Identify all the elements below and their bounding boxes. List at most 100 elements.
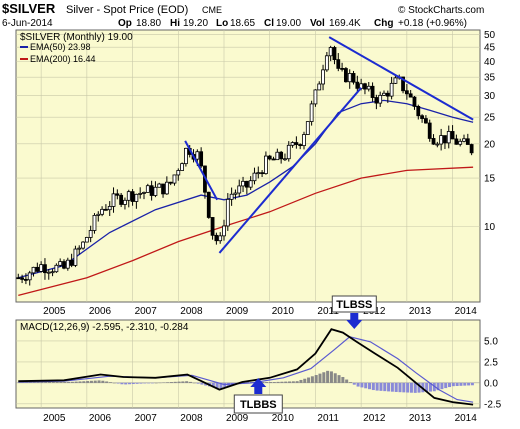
open-label: Op xyxy=(118,18,132,29)
macd-tick-label: -2.5 xyxy=(484,399,502,410)
candle-body xyxy=(20,277,24,280)
macd-histogram-bar xyxy=(200,382,204,385)
macd-histogram-bar xyxy=(74,381,78,383)
macd-histogram-bar xyxy=(154,382,158,384)
macd-histogram-bar xyxy=(329,371,333,383)
arrow-up-icon xyxy=(250,378,267,394)
macd-histogram-bar xyxy=(86,381,90,383)
annotation-label: TLBBS xyxy=(240,399,277,411)
candle-body xyxy=(96,213,101,216)
candle-body xyxy=(24,278,28,281)
macd-histogram-bar xyxy=(417,382,421,393)
macd-histogram-bar xyxy=(352,382,356,385)
price-tick-label: 50 xyxy=(484,30,496,41)
candle-body xyxy=(54,264,59,273)
candle-body xyxy=(401,76,405,92)
macd-histogram-bar xyxy=(169,382,173,383)
macd-histogram-bar xyxy=(211,382,215,388)
price-tick-label: 25 xyxy=(484,113,496,124)
candle-body xyxy=(321,69,325,85)
candle-body xyxy=(458,140,463,145)
macd-histogram-bar xyxy=(428,382,432,392)
x-tick-label-top: 2005 xyxy=(43,306,66,317)
macd-histogram-bar xyxy=(432,382,436,392)
macd-line-path xyxy=(18,328,474,406)
macd-histogram-bar xyxy=(307,377,311,383)
x-tick-label-top: 2011 xyxy=(317,306,339,317)
candle-body xyxy=(283,158,287,161)
macd-histogram-bar xyxy=(276,381,280,383)
candle-body xyxy=(50,271,55,274)
macd-histogram-bar xyxy=(188,381,192,383)
candle-body xyxy=(142,192,146,194)
exchange: CME xyxy=(202,5,222,15)
macd-histogram-bar xyxy=(215,382,219,389)
macd-histogram-bar xyxy=(295,381,299,383)
candle-body xyxy=(264,155,268,175)
candle-body xyxy=(412,96,417,107)
candle-body xyxy=(416,105,421,117)
macd-histogram-bar xyxy=(360,382,364,388)
macd-histogram-bar xyxy=(158,382,162,384)
candle-body xyxy=(248,180,253,188)
ema200-line xyxy=(18,166,474,297)
macd-histogram-bar xyxy=(394,382,398,392)
volume-value: 169.4K xyxy=(329,18,361,29)
candle-body xyxy=(16,277,21,280)
candle-body xyxy=(347,73,352,83)
candle-body xyxy=(393,77,398,84)
macd-histogram-bar xyxy=(444,382,448,389)
macd-histogram-bar xyxy=(97,380,101,383)
candle-body xyxy=(164,181,169,195)
macd-y-axis: 5.0 2.5 0.0 -2.5 xyxy=(484,336,502,410)
macd-histogram-bar xyxy=(177,381,181,383)
candle-body xyxy=(336,59,341,69)
symbol-title: $SILVER xyxy=(2,1,56,16)
x-tick-label-top: 2009 xyxy=(226,306,249,317)
candle-body xyxy=(446,131,451,144)
macd-histogram-bar xyxy=(32,382,36,383)
macd-histogram-bar xyxy=(108,382,112,383)
macd-histogram-bar xyxy=(112,382,116,384)
candle-body xyxy=(199,151,204,167)
candle-body xyxy=(88,230,93,238)
candle-body xyxy=(363,83,367,90)
x-tick-label-bottom: 2006 xyxy=(89,413,112,424)
candle-body xyxy=(77,247,82,250)
symbol-name: Silver - Spot Price (EOD) xyxy=(66,4,188,16)
candle-body xyxy=(145,185,150,193)
candle-body xyxy=(462,138,466,142)
candle-body xyxy=(100,208,104,215)
macd-histogram-bar xyxy=(105,381,109,383)
candle-body xyxy=(210,217,215,236)
candle-body xyxy=(134,193,139,202)
x-tick-label-bottom: 2011 xyxy=(317,413,339,424)
candle-body xyxy=(123,199,127,205)
macd-histogram-bar xyxy=(51,382,55,383)
x-tick-label-bottom: 2007 xyxy=(135,413,158,424)
candle-body xyxy=(73,248,78,266)
macd-histogram-bar xyxy=(379,382,383,391)
macd-histogram-bar xyxy=(348,382,352,383)
x-tick-label-bottom: 2013 xyxy=(409,413,432,424)
legend-ema50: EMA(50) 23.98 xyxy=(30,42,91,52)
macd-histogram-bar xyxy=(131,382,135,385)
macd-histogram-bar xyxy=(337,375,341,383)
macd-histogram-bar xyxy=(322,372,326,383)
candle-body xyxy=(138,192,143,195)
x-tick-label-bottom: 2012 xyxy=(363,413,386,424)
macd-histogram-bar xyxy=(398,382,402,393)
macd-histogram-bar xyxy=(40,382,44,383)
macd-histogram-bar xyxy=(455,382,459,386)
high-value: 19.20 xyxy=(183,18,208,29)
candle-body xyxy=(195,151,200,160)
volume-label: Vol xyxy=(310,18,325,29)
candle-body xyxy=(43,264,47,274)
price-tick-label: 35 xyxy=(484,73,496,84)
candle-body xyxy=(290,142,295,146)
candle-body xyxy=(115,193,120,196)
candle-body xyxy=(153,186,158,196)
macd-histogram-bar xyxy=(166,382,170,383)
